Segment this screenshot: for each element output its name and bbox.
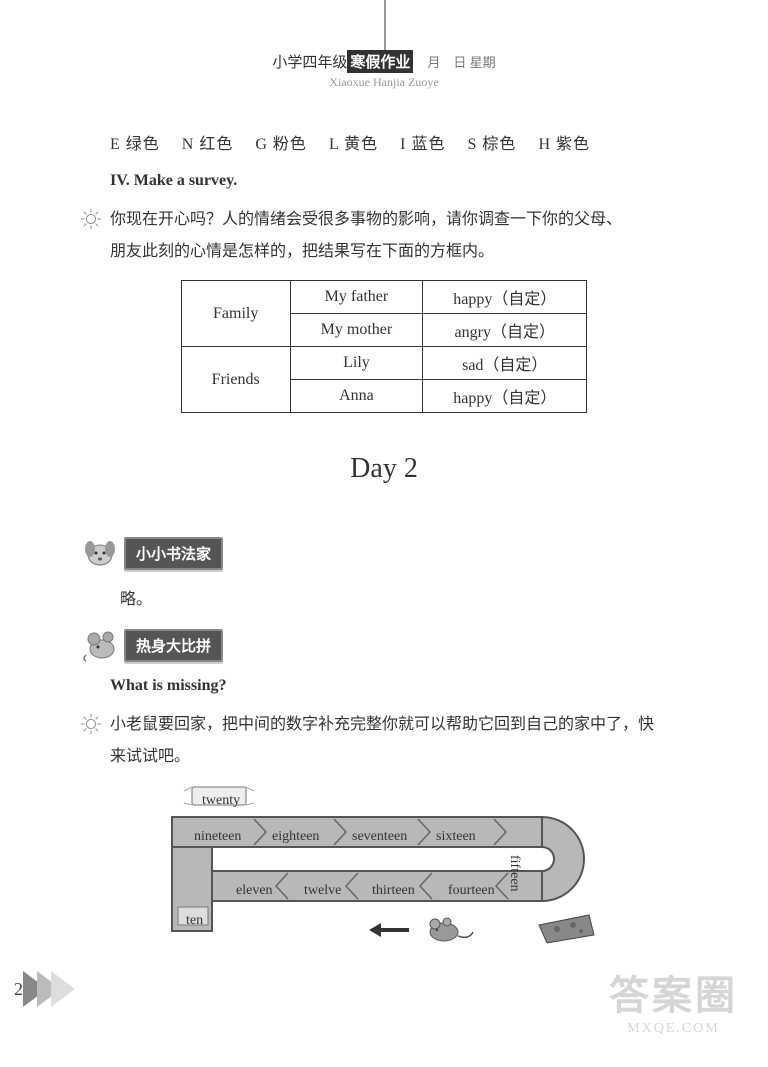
table-row: Friends Lily sad（自定） — [181, 347, 587, 380]
brief-text: 略。 — [80, 585, 688, 609]
color-i: I 蓝色 — [400, 136, 445, 153]
color-l: L 黄色 — [329, 136, 378, 153]
header-pinyin: Xiaoxue Hanjia Zuoye — [0, 75, 768, 90]
watermark: 答案圈 MXQE.COM — [609, 963, 738, 1037]
table-row: Family My father happy（自定） — [181, 281, 587, 314]
maze-instr-1: 小老鼠要回家，把中间的数字补充完整你就可以帮助它回到自己的家中了，快 — [110, 716, 654, 733]
watermark-small: MXQE.COM — [609, 1021, 738, 1037]
cell-father: My father — [290, 281, 423, 314]
section-4-instruction: 你现在开心吗？人的情绪会受很多事物的影响，请你调查一下你的父母、 朋友此刻的心情… — [80, 204, 688, 268]
badge-row-1: 小小书法家 — [80, 535, 688, 571]
cell-anna-val: happy（自定） — [423, 380, 587, 413]
color-n: N 红色 — [182, 136, 234, 153]
watermark-big: 答案圈 — [609, 963, 738, 1021]
color-answers: E 绿色 N 红色 G 粉色 L 黄色 I 蓝色 S 棕色 H 紫色 — [80, 130, 688, 154]
survey-table: Family My father happy（自定） My mother ang… — [181, 280, 588, 413]
maze-label: sixteen — [436, 829, 476, 845]
color-h: H 紫色 — [538, 136, 590, 153]
missing-title: What is missing? — [80, 677, 688, 695]
header-grade: 小学四年级 — [272, 51, 347, 72]
sun-icon — [80, 208, 102, 230]
page-number: 2 — [70, 971, 75, 1007]
cell-mother: My mother — [290, 314, 423, 347]
maze-svg — [154, 785, 614, 955]
maze-label: eleven — [236, 883, 273, 899]
color-e: E 绿色 — [110, 136, 160, 153]
badge-warmup: 热身大比拼 — [124, 629, 223, 662]
header-divider — [384, 0, 386, 50]
header-date: 月 日 星期 — [427, 55, 495, 70]
header-tag: 寒假作业 — [347, 50, 413, 73]
color-g: G 粉色 — [255, 136, 307, 153]
page-num-text: 2 — [14, 979, 23, 1000]
maze-label: ten — [186, 913, 203, 929]
chevron-icon — [51, 971, 75, 1007]
color-s: S 棕色 — [468, 136, 517, 153]
header-title-row: 小学四年级寒假作业 月 日 星期 — [0, 50, 768, 73]
dog-icon — [80, 535, 120, 571]
maze-diagram: twenty nineteen eighteen seventeen sixteen fi… — [154, 785, 614, 955]
maze-label: twenty — [202, 793, 240, 809]
cell-friends: Friends — [181, 347, 290, 413]
cell-anna: Anna — [290, 380, 423, 413]
maze-label: fourteen — [448, 883, 495, 899]
maze-label: seventeen — [352, 829, 407, 845]
instr-line2: 朋友此刻的心情是怎样的，把结果写在下面的方框内。 — [110, 243, 494, 260]
mouse-icon — [80, 627, 120, 663]
maze-label: thirteen — [372, 883, 415, 899]
instr-line1: 你现在开心吗？人的情绪会受很多事物的影响，请你调查一下你的父母、 — [110, 211, 622, 228]
sun-icon — [80, 713, 102, 735]
cell-father-val: happy（自定） — [423, 281, 587, 314]
badge-row-2: 热身大比拼 — [80, 627, 688, 663]
cell-family: Family — [181, 281, 290, 347]
maze-label: eighteen — [272, 829, 319, 845]
maze-instruction: 小老鼠要回家，把中间的数字补充完整你就可以帮助它回到自己的家中了，快 来试试吧。 — [80, 709, 688, 773]
maze-label: nineteen — [194, 829, 241, 845]
cell-lily: Lily — [290, 347, 423, 380]
cell-mother-val: angry（自定） — [423, 314, 587, 347]
maze-label: fifteen — [506, 855, 522, 892]
cell-lily-val: sad（自定） — [423, 347, 587, 380]
section-4-title: IV. Make a survey. — [80, 172, 688, 190]
content-area: E 绿色 N 红色 G 粉色 L 黄色 I 蓝色 S 棕色 H 紫色 IV. M… — [0, 90, 768, 955]
maze-instr-2: 来试试吧。 — [110, 748, 190, 765]
maze-label: twelve — [304, 883, 341, 899]
page-header: 小学四年级寒假作业 月 日 星期 Xiaoxue Hanjia Zuoye — [0, 0, 768, 90]
day-2-title: Day 2 — [80, 453, 688, 485]
badge-calligraphy: 小小书法家 — [124, 537, 223, 570]
